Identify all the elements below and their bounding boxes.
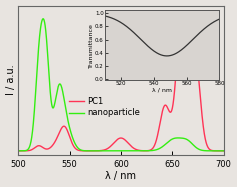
Legend: PC1, nanoparticle: PC1, nanoparticle (66, 94, 143, 121)
nanoparticle (27, 147, 30, 149)
nanoparticle (117, 150, 120, 152)
nanoparticle (179, 137, 182, 139)
nanoparticle (108, 150, 111, 152)
PC1 (17, 150, 20, 152)
nanoparticle (216, 150, 219, 152)
Y-axis label: I / a.u.: I / a.u. (5, 65, 16, 96)
X-axis label: λ / nm: λ / nm (105, 171, 137, 181)
PC1 (27, 149, 30, 152)
Line: nanoparticle: nanoparticle (18, 19, 223, 151)
nanoparticle (111, 150, 114, 152)
PC1 (222, 150, 225, 152)
PC1 (216, 150, 219, 152)
PC1 (178, 25, 181, 27)
nanoparticle (222, 150, 225, 152)
nanoparticle (216, 150, 219, 152)
PC1 (180, 18, 183, 20)
PC1 (216, 150, 219, 152)
PC1 (111, 143, 114, 145)
Line: PC1: PC1 (18, 19, 223, 151)
nanoparticle (17, 150, 20, 152)
PC1 (117, 138, 119, 140)
nanoparticle (42, 18, 45, 20)
